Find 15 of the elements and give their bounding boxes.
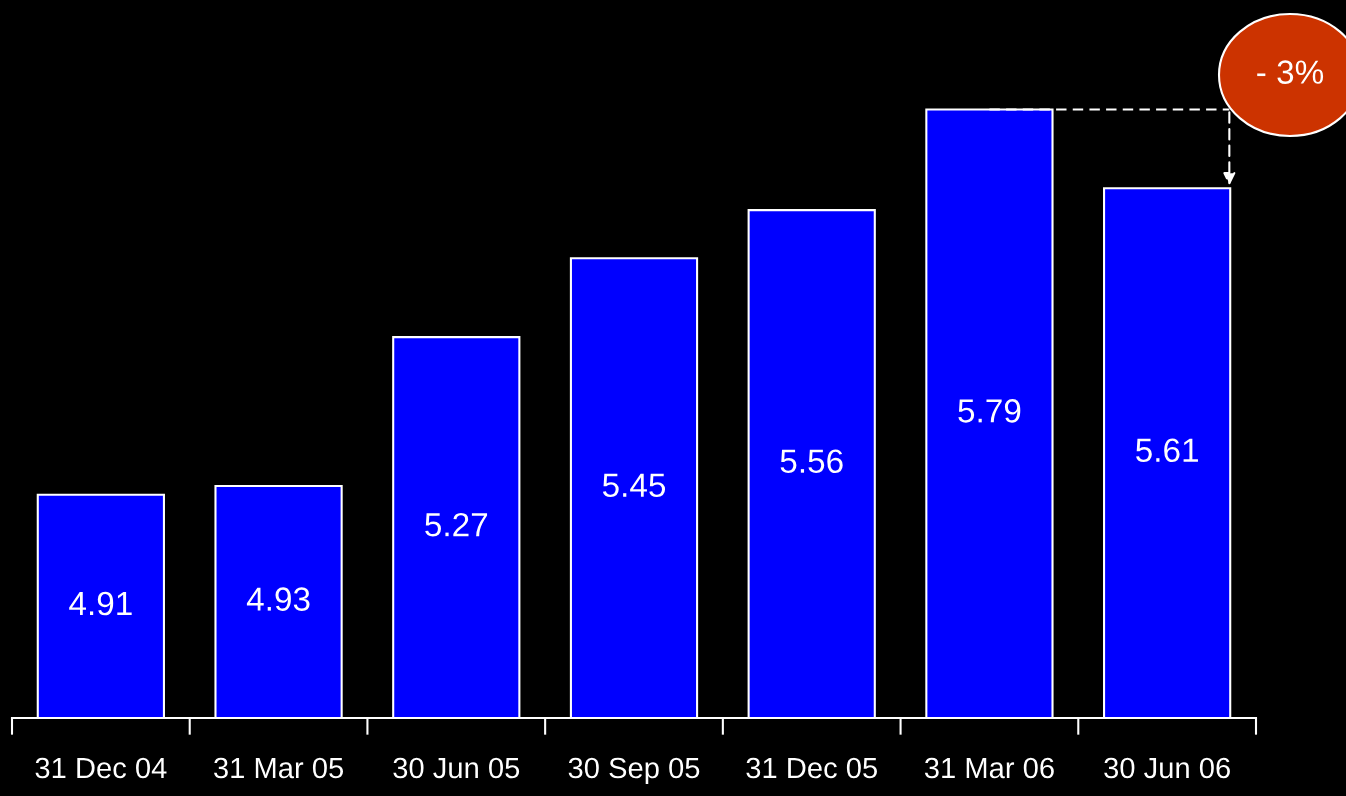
data-label: 5.61 xyxy=(1136,438,1198,463)
x-tick-label: 30 Jun 05 xyxy=(393,757,520,779)
x-tick-label: 31 Mar 06 xyxy=(924,757,1054,779)
annotation: - 3% xyxy=(1257,60,1324,84)
x-tick-label: 30 Sep 05 xyxy=(568,757,700,785)
data-label: 5.45 xyxy=(602,473,666,498)
data-label: 4.91 xyxy=(69,591,132,616)
data-label: 5.56 xyxy=(780,449,843,474)
x-tick-label: 30 Jun 06 xyxy=(1104,757,1230,779)
data-label: 5.79 xyxy=(958,399,1021,423)
data-label: 5.27 xyxy=(425,512,488,537)
x-tick-label: 31 Mar 05 xyxy=(214,757,344,779)
x-tick-label: 31 Dec 04 xyxy=(35,757,167,779)
data-label: 4.93 xyxy=(246,587,310,611)
x-tick-label: 31 Dec 05 xyxy=(746,757,877,779)
